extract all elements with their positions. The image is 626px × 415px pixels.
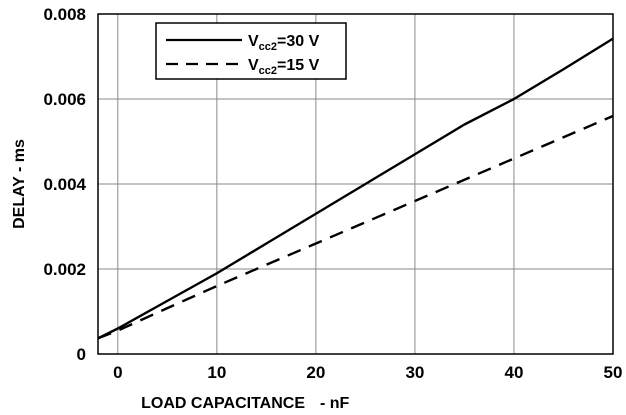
- y-tick-labels: 0 0.002 0.004 0.006 0.008: [43, 5, 86, 364]
- y-tick-label: 0.008: [43, 5, 86, 24]
- legend: Vcc2=30 V Vcc2=15 V: [155, 22, 347, 80]
- y-tick-label: 0.004: [43, 175, 86, 194]
- series-line-vcc2-30v: [97, 37, 614, 340]
- x-tick-label: 50: [604, 363, 623, 382]
- series-line-vcc2-15v: [97, 114, 614, 340]
- legend-box: [155, 22, 347, 80]
- x-tick-label: 0: [113, 363, 122, 382]
- x-tick-label: 30: [405, 363, 424, 382]
- x-tick-label: 10: [207, 363, 226, 382]
- plot-border: [97, 13, 614, 355]
- y-tick-label: 0: [77, 345, 86, 364]
- y-axis-title: DELAY - ms: [11, 139, 28, 229]
- x-tick-label: 40: [505, 363, 524, 382]
- series-layer: [97, 37, 614, 340]
- legend-label-vcc2-30: Vcc2=30 V: [248, 33, 320, 53]
- x-axis-unit: - nF: [320, 395, 350, 412]
- x-tick-labels: 0 10 20 30 40 50: [113, 363, 622, 382]
- x-axis-title: LOAD CAPACITANCE: [141, 395, 305, 412]
- y-tick-label: 0.002: [43, 260, 86, 279]
- x-tick-label: 20: [306, 363, 325, 382]
- y-tick-label: 0.006: [43, 90, 86, 109]
- legend-label-vcc2-15: Vcc2=15 V: [248, 57, 320, 77]
